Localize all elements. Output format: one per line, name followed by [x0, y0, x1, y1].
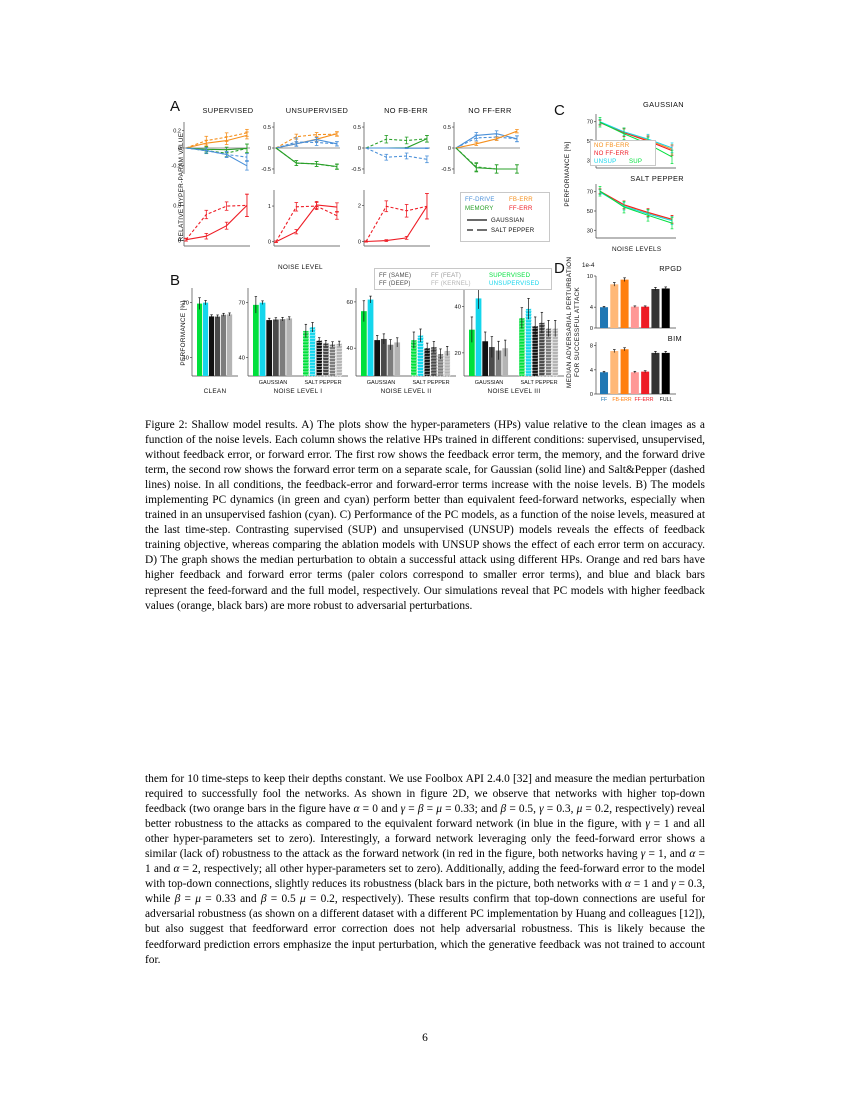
legend-salt-pepper: SALT PEPPER: [491, 227, 535, 234]
svg-text:-0.5: -0.5: [351, 167, 361, 173]
panel-c-title-gaussian: GAUSSIAN: [643, 100, 684, 109]
svg-text:4: 4: [590, 305, 593, 311]
legend-gaussian: GAUSSIAN: [491, 217, 525, 224]
svg-text:NOISE LEVEL II: NOISE LEVEL II: [381, 388, 432, 395]
panel-c-legend: NO FB-ERR NO FF-ERR UNSUP SUP: [590, 140, 656, 166]
panel-b-letter: B: [170, 272, 181, 289]
svg-text:0.5: 0.5: [443, 125, 451, 131]
panel-c-letter: C: [554, 102, 565, 119]
panel-a-plots: -0.2 0 0.2 0 0.5 -0.5 0 0.5 0 1 -0.5 0 0.5 0 2 -0.5 0 0.5: [171, 122, 520, 247]
panel-b-legend: FF (SAME) FF (FEAT) SUPERVISED FF (DEEP)…: [374, 268, 552, 290]
svg-text:70: 70: [587, 120, 593, 126]
svg-text:-0.5: -0.5: [261, 167, 271, 173]
svg-text:50: 50: [587, 139, 593, 145]
legend-ff-kernel: FF (KERNEL): [431, 280, 471, 287]
svg-text:SALT PEPPER: SALT PEPPER: [304, 380, 341, 386]
svg-text:FULL: FULL: [660, 397, 673, 403]
svg-text:70: 70: [587, 190, 593, 196]
panel-d-plots: 0 4 10 0 4 8 FF FB-ERR FF-ERR FULL: [587, 274, 676, 403]
svg-text:70: 70: [239, 301, 245, 307]
svg-text:40: 40: [183, 356, 189, 362]
svg-text:GAUSSIAN: GAUSSIAN: [475, 380, 503, 386]
svg-text:40: 40: [347, 346, 353, 352]
svg-text:0: 0: [178, 238, 181, 244]
svg-text:GAUSSIAN: GAUSSIAN: [367, 380, 395, 386]
panel-d-scale-note: 1e-4: [582, 262, 595, 269]
svg-text:FB-ERR: FB-ERR: [612, 397, 632, 403]
svg-text:0: 0: [268, 240, 271, 246]
svg-text:50: 50: [587, 209, 593, 215]
figure-2: A RELATIVE HYPER-PARAM VALUE SUPERVISED …: [168, 96, 688, 406]
legend-unsup: UNSUP: [594, 158, 617, 165]
figure-caption: Figure 2: Shallow model results. A) The …: [145, 419, 705, 612]
svg-text:10: 10: [587, 274, 593, 280]
svg-text:0: 0: [358, 146, 361, 152]
panel-a-col-title-0: SUPERVISED: [202, 106, 254, 115]
svg-text:70: 70: [183, 301, 189, 307]
svg-text:GAUSSIAN: GAUSSIAN: [259, 380, 287, 386]
svg-text:FF: FF: [601, 397, 607, 403]
svg-text:0: 0: [268, 146, 271, 152]
svg-text:-0.5: -0.5: [441, 167, 451, 173]
svg-text:4: 4: [590, 368, 593, 374]
svg-text:0: 0: [590, 392, 593, 398]
svg-text:0: 0: [178, 146, 181, 152]
svg-text:60: 60: [347, 300, 353, 306]
svg-text:FF-ERR: FF-ERR: [634, 397, 653, 403]
svg-text:0: 0: [358, 239, 361, 245]
svg-text:20: 20: [455, 351, 461, 357]
svg-text:30: 30: [587, 158, 593, 164]
legend-ff-deep: FF (DEEP): [379, 280, 411, 287]
svg-text:1: 1: [268, 204, 271, 210]
panel-c-xlabel: NOISE LEVELS: [612, 246, 662, 253]
legend-no-fb-err: NO FB-ERR: [594, 142, 630, 149]
panel-d-ylabel-line1: MEDIAN ADVERSARIAL PERTURBATION: [566, 256, 573, 388]
svg-text:2: 2: [358, 203, 361, 209]
panel-a-col-title-3: NO FF-ERR: [468, 106, 512, 115]
svg-text:0.5: 0.5: [173, 203, 181, 209]
legend-fb-err: FB-ERR: [509, 196, 533, 203]
svg-text:0: 0: [448, 146, 451, 152]
legend-unsupervised: UNSUPERVISED: [489, 280, 540, 287]
panel-d-title-bim: BIM: [667, 334, 682, 343]
panel-a-col-title-1: UNSUPERVISED: [285, 106, 349, 115]
legend-ff-feat: FF (FEAT): [431, 272, 462, 279]
svg-text:40: 40: [239, 356, 245, 362]
svg-text:SALT PEPPER: SALT PEPPER: [520, 380, 557, 386]
svg-text:0.5: 0.5: [263, 125, 271, 131]
panel-c-ylabel: PERFORMANCE [%]: [564, 141, 571, 207]
legend-supervised: SUPERVISED: [489, 272, 531, 279]
svg-text:NOISE LEVEL III: NOISE LEVEL III: [488, 388, 541, 395]
panel-c-plots: 30 50 70 30 50 70: [587, 114, 676, 239]
page-number: 6: [422, 1032, 428, 1044]
legend-ff-err: FF-ERR: [509, 205, 533, 212]
legend-ff-drive: FF-DRIVE: [465, 196, 495, 203]
svg-text:0.2: 0.2: [173, 129, 181, 135]
panel-d-letter: D: [554, 260, 565, 277]
legend-sup: SUP: [629, 158, 643, 165]
body-paragraph: them for 10 time-steps to keep their dep…: [145, 772, 705, 968]
panel-d-title-rpgd: RPGD: [659, 264, 682, 273]
svg-text:0: 0: [590, 326, 593, 332]
panel-a-xlabel: NOISE LEVEL: [278, 264, 323, 271]
legend-ff-same: FF (SAME): [379, 272, 412, 279]
legend-no-ff-err: NO FF-ERR: [594, 150, 629, 157]
svg-text:SALT PEPPER: SALT PEPPER: [412, 380, 449, 386]
panel-c-title-saltpepper: SALT PEPPER: [630, 174, 684, 183]
panel-a-col-title-2: NO FB-ERR: [384, 106, 428, 115]
svg-text:0.5: 0.5: [353, 125, 361, 131]
svg-text:8: 8: [590, 344, 593, 350]
svg-text:30: 30: [587, 228, 593, 234]
panel-a-legend: FF-DRIVE FB-ERR MEMORY FF-ERR GAUSSIAN S…: [460, 192, 550, 242]
panel-b-plots: 40 70 CLEAN 40 70 GAUSSIAN SALT PEPPER NOISE LE…: [183, 287, 564, 395]
svg-text:40: 40: [455, 305, 461, 311]
body-text: them for 10 time-steps to keep their dep…: [145, 773, 705, 966]
svg-text:-0.2: -0.2: [171, 163, 181, 169]
svg-text:NOISE LEVEL I: NOISE LEVEL I: [274, 388, 323, 395]
legend-linestyle-swatches: [467, 219, 487, 231]
svg-text:CLEAN: CLEAN: [204, 388, 227, 395]
panel-a-letter: A: [170, 98, 181, 115]
legend-memory: MEMORY: [465, 205, 494, 212]
